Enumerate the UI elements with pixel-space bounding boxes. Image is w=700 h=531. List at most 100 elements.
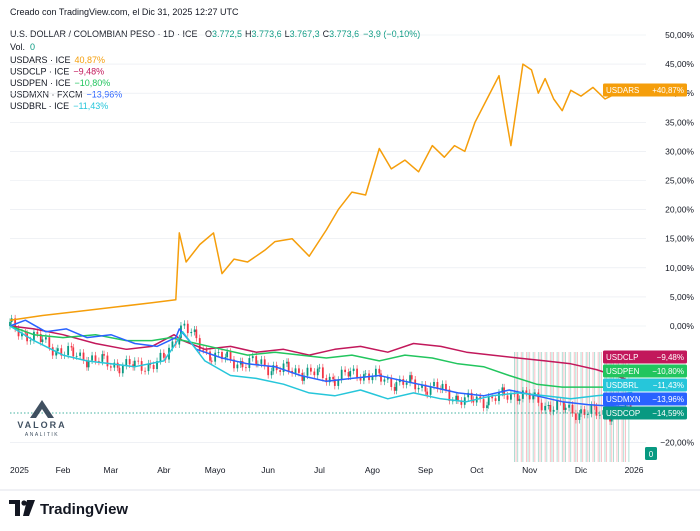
usdcop-candle <box>347 372 350 377</box>
usdcop-candle <box>313 371 316 376</box>
usdcop-candle <box>436 381 439 389</box>
usdcop-candle <box>159 352 162 362</box>
legend-value-usdbrl: −11,43% <box>73 101 108 111</box>
valora-logo-icon <box>30 400 54 418</box>
usdcop-candle <box>255 356 258 364</box>
ohlc-change: −3,9 (−0,10%) <box>363 29 420 39</box>
price-badge-usdars <box>603 83 687 97</box>
series-line-usdars[interactable] <box>9 63 633 321</box>
price-badge-name-usdmxn: USDMXN <box>606 395 641 404</box>
ohlc-readout: O3.772,5 H3.773,6 L3.767,3 C3.773,6 −3,9 (−0… <box>205 29 420 39</box>
price-badge-name-usdcop: USDCOP <box>606 409 640 418</box>
usdcop-candle <box>552 409 555 412</box>
usdcop-candle <box>210 360 213 362</box>
legend-value-usdclp: −9,48% <box>73 67 104 77</box>
tradingview-logo[interactable]: TradingView <box>9 500 128 518</box>
legend-name-usdars: USDARS · ICE <box>10 55 71 65</box>
x-tick-label: Jul <box>314 465 325 475</box>
legend-name-usdclp: USDCLP · ICE <box>10 67 69 77</box>
usdcop-candle <box>41 339 44 343</box>
price-badge-usdcop <box>603 406 687 420</box>
usdcop-candle <box>441 383 444 390</box>
usdcop-candle <box>248 358 251 368</box>
usdcop-candle <box>144 370 146 372</box>
legend-item-usdmxn[interactable]: USDMXN · FXCM −13,96% <box>10 90 122 100</box>
tradingview-brand-text: TradingView <box>40 501 128 518</box>
volume-badge-text: 0 <box>649 450 654 459</box>
usdcop-candle <box>125 359 128 366</box>
x-tick-label: Oct <box>470 465 484 475</box>
price-badge-name-usdbrl: USDBRL <box>606 381 639 390</box>
usdcop-candle <box>390 378 393 388</box>
series-line-usdclp[interactable] <box>9 325 633 382</box>
y-tick-label: −20,00% <box>660 437 694 447</box>
x-tick-label: Mar <box>104 465 119 475</box>
usdcop-candle <box>337 379 340 386</box>
usdcop-candle <box>386 378 389 380</box>
usdcop-candle <box>205 350 208 352</box>
usdcop-candle <box>549 404 552 412</box>
usdcop-candle <box>352 368 355 372</box>
usdcop-candle <box>39 333 42 343</box>
usdcop-candle <box>316 368 319 376</box>
valora-logo-text: VALORA <box>17 420 66 430</box>
usdcop-candle <box>251 356 254 359</box>
usdcop-candle <box>467 392 470 398</box>
usdcop-candle <box>56 348 59 351</box>
usdcop-candle <box>491 396 494 399</box>
symbol-title[interactable]: U.S. DOLLAR / COLOMBIAN PESO · 1D · ICE <box>10 29 198 39</box>
legend-item-usdpen[interactable]: USDPEN · ICE −10,80% <box>10 78 110 88</box>
legend-name-usdbrl: USDBRL · ICE <box>10 101 69 111</box>
usdcop-candle <box>429 386 432 395</box>
usdcop-candle <box>595 406 598 416</box>
usdcop-candle <box>86 360 88 368</box>
usdcop-candle <box>426 391 429 395</box>
price-badge-value-usdmxn: −13,96% <box>652 395 684 404</box>
usdcop-candle <box>121 365 124 374</box>
volume-label-text: Vol. <box>10 42 25 52</box>
usdcop-candle <box>583 409 586 415</box>
usdcop-candle <box>580 409 582 414</box>
usdcop-candle <box>147 363 150 372</box>
usdcop-candle <box>209 351 211 361</box>
usdcop-candle <box>109 366 112 368</box>
usdcop-candle <box>91 355 93 361</box>
volume-value: 0 <box>30 42 35 52</box>
legend-value-usdmxn: −13,96% <box>87 90 123 100</box>
grid-lines <box>10 34 646 443</box>
usdcop-candle <box>162 352 165 358</box>
usdcop-candle <box>318 367 321 369</box>
price-badge-usdbrl <box>603 378 687 392</box>
valora-logo-subtext: ANALITIK <box>25 432 59 438</box>
usdcop-candle <box>421 384 423 388</box>
x-tick-label: Abr <box>157 465 170 475</box>
usdcop-candle <box>282 363 285 372</box>
usdcop-candle <box>272 365 275 372</box>
price-badge-value-usdars: +40,87% <box>652 86 684 95</box>
usdcop-candle <box>75 355 78 357</box>
usdcop-candle <box>195 329 198 339</box>
series-line-usdbrl[interactable] <box>9 325 633 403</box>
legend-item-usdars[interactable]: USDARS · ICE 40,87% <box>10 55 105 65</box>
usdcop-candle <box>98 361 100 362</box>
usdcop-candle <box>128 359 131 365</box>
usdcop-candle <box>333 379 336 386</box>
usdcop-candle <box>564 407 567 410</box>
legend-item-usdclp[interactable]: USDCLP · ICE −9,48% <box>10 67 104 77</box>
usdcop-candle <box>395 382 398 391</box>
usdcop-candle <box>506 395 509 400</box>
ohlc-l-value: 3.767,3 <box>290 29 320 39</box>
legend-item-usdbrl[interactable]: USDBRL · ICE −11,43% <box>10 101 108 111</box>
usdcop-candle <box>245 367 247 369</box>
y-tick-label: 50,00% <box>665 30 694 40</box>
x-tick-label: Feb <box>56 465 71 475</box>
usdcop-candle <box>359 377 362 381</box>
usdcop-candle <box>380 373 382 382</box>
usdcop-candle <box>310 367 312 372</box>
volume-badge <box>645 447 657 460</box>
price-badge-usdmxn <box>603 392 687 406</box>
usdcop-candle <box>556 400 558 410</box>
x-tick-label: Ago <box>365 465 380 475</box>
usdcop-candle <box>79 352 81 356</box>
